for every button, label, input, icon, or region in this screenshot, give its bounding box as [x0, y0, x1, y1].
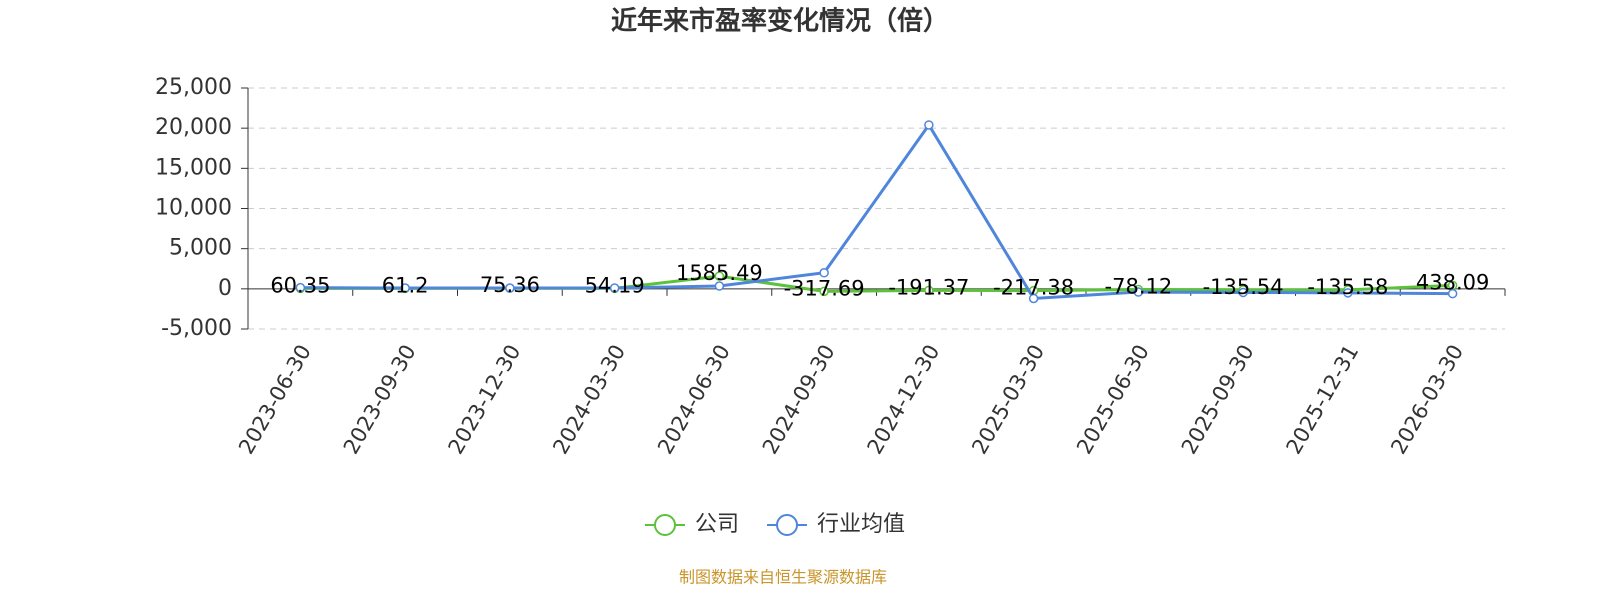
x-tick-label: 2025-03-30 — [967, 341, 1049, 459]
data-point — [714, 281, 725, 291]
data-point — [819, 268, 829, 278]
chart-title: 近年来市盈率变化情况（倍） — [611, 6, 949, 37]
legend-marker — [776, 514, 799, 536]
x-tick-label: 2024-06-30 — [653, 341, 735, 459]
data-point — [924, 285, 934, 296]
data-point — [1028, 293, 1039, 304]
legend-label: 公司 — [695, 512, 739, 537]
data-label: 60.35 — [270, 273, 330, 297]
data-point — [505, 283, 515, 293]
data-label: 54.19 — [585, 273, 645, 297]
y-tick-label: 0 — [218, 276, 232, 301]
data-point — [295, 282, 306, 293]
data-label: 438.09 — [1416, 270, 1489, 294]
source-note: 制图数据来自恒生聚源数据库 — [679, 568, 887, 587]
data-point — [1238, 287, 1248, 298]
data-label: -191.37 — [888, 275, 969, 299]
data-label: -135.58 — [1307, 275, 1388, 299]
data-point — [400, 283, 410, 293]
x-tick-label: 2025-12-31 — [1282, 341, 1364, 459]
data-label: -317.69 — [784, 276, 865, 300]
y-tick-label: -5,000 — [161, 316, 232, 341]
x-tick-label: 2024-12-30 — [863, 341, 945, 459]
data-label: -135.54 — [1203, 275, 1284, 299]
data-label: 61.2 — [382, 273, 429, 297]
legend-marker — [654, 514, 676, 536]
y-tick-label: 10,000 — [155, 196, 232, 221]
data-point — [819, 286, 829, 297]
x-tick-label: 2025-09-30 — [1177, 341, 1259, 459]
data-point — [609, 283, 620, 293]
y-tick-label: 20,000 — [155, 115, 232, 140]
data-label: 75.36 — [480, 273, 540, 297]
legend-label: 行业均值 — [817, 512, 905, 537]
x-tick-label: 2026-03-30 — [1386, 341, 1468, 459]
data-point — [1343, 288, 1353, 298]
series-line — [300, 122, 1453, 301]
data-label: 1585.49 — [676, 261, 763, 285]
y-tick-label: 15,000 — [155, 155, 232, 180]
x-tick-label: 2024-09-30 — [758, 341, 840, 459]
legend-item: 行业均值 — [767, 512, 905, 537]
x-tick-label: 2024-03-30 — [548, 341, 630, 459]
x-tick-label: 2023-12-30 — [444, 341, 526, 459]
y-tick-label: 5,000 — [169, 236, 232, 261]
legend-item: 公司 — [645, 512, 739, 537]
data-point — [714, 271, 725, 281]
x-tick-label: 2023-06-30 — [234, 341, 316, 459]
data-point — [1133, 287, 1144, 297]
y-tick-label: 25,000 — [155, 75, 232, 100]
x-tick-label: 2023-09-30 — [339, 341, 421, 459]
data-point — [924, 120, 934, 130]
x-tick-label: 2025-06-30 — [1072, 341, 1154, 459]
data-label: -78.12 — [1105, 274, 1173, 298]
data-label: -217.38 — [993, 276, 1074, 300]
data-point — [1447, 288, 1458, 299]
